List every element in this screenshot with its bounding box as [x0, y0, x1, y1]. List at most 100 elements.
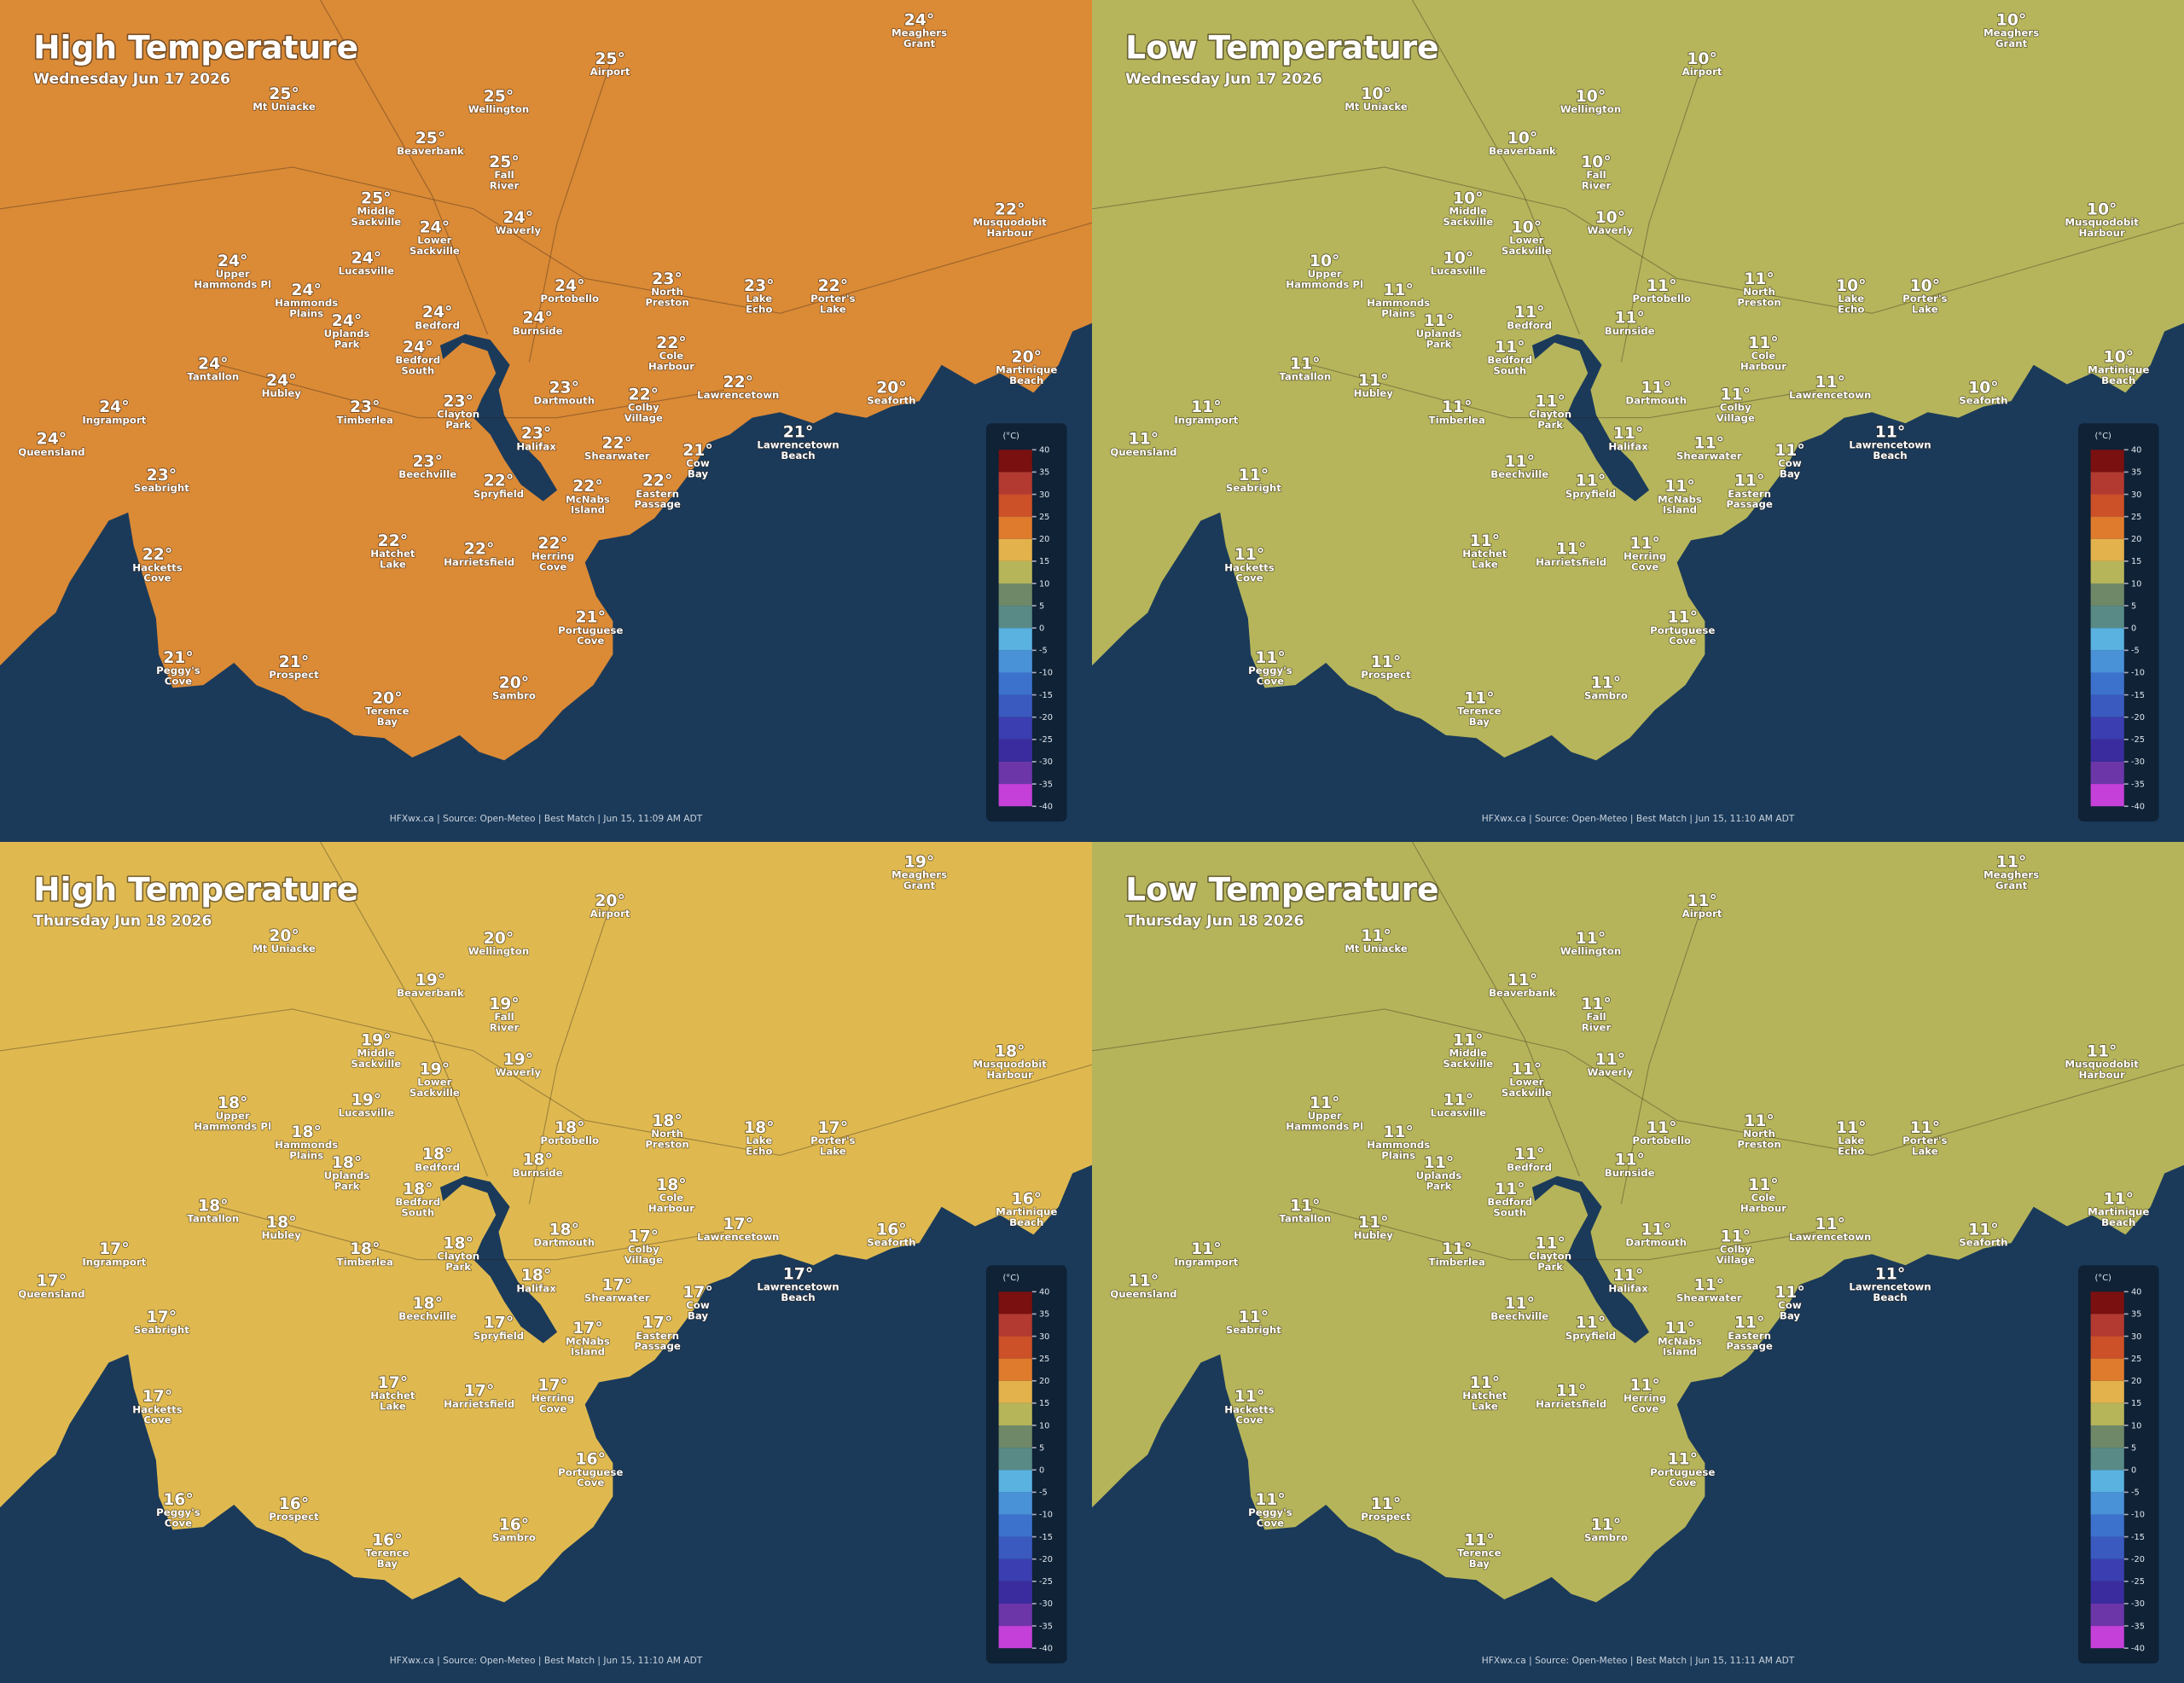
place-name: Peggy's: [1248, 1506, 1292, 1518]
temperature-label: 21°: [163, 649, 194, 667]
temperature-label: 11°: [1694, 1277, 1725, 1295]
legend-tick-label: -10: [2131, 1511, 2145, 1520]
temperature-label: 11°: [1815, 374, 1846, 392]
place-name: Cove: [539, 561, 566, 573]
temperature-label: 11°: [2087, 1042, 2117, 1060]
legend-tick-label: 25: [1039, 1355, 1049, 1364]
temperature-label: 24°: [266, 372, 297, 390]
place-name: Uplands: [324, 328, 370, 340]
road: [1412, 842, 1580, 1177]
temperature-label: 17°: [464, 1383, 495, 1401]
place-name: Hammonds Pl: [1286, 1120, 1363, 1132]
temperature-label: 17°: [99, 1240, 130, 1258]
road: [1300, 1203, 1817, 1261]
temperature-label: 24°: [99, 398, 130, 416]
place-name: Terence: [365, 1547, 410, 1558]
legend-tick-label: -30: [1039, 1599, 1053, 1609]
place-name: Passage: [1726, 498, 1773, 510]
place-name: Prospect: [1361, 1511, 1411, 1523]
legend-swatch: [998, 694, 1032, 717]
road: [1092, 1008, 2184, 1156]
temperature-label: 11°: [1442, 398, 1472, 416]
place-name: Preston: [1737, 1138, 1780, 1150]
temperature-label: 11°: [1424, 1154, 1455, 1172]
temperature-label: 11°: [1744, 270, 1774, 288]
legend-tick-label: 40: [2131, 1288, 2141, 1297]
temperature-label: 11°: [1535, 393, 1565, 411]
harbour: [1531, 1175, 1650, 1343]
temperature-label: 24°: [522, 310, 553, 328]
temperature-label: 25°: [415, 130, 446, 148]
place-name: Colby: [628, 402, 659, 414]
temperature-label: 11°: [1576, 1314, 1606, 1332]
temperature-label: 10°: [1996, 11, 2027, 29]
place-name: South: [401, 1206, 434, 1218]
place-name: Halifax: [516, 1282, 556, 1294]
legend-tick-label: 10: [1039, 579, 1049, 589]
place-name: Harbour: [2079, 227, 2125, 239]
harbour: [439, 334, 558, 502]
place-name: Lake: [1838, 1135, 1864, 1146]
place-name: Bay: [377, 716, 398, 728]
temperature-label: 11°: [1614, 310, 1645, 328]
place-name: Hubley: [262, 1229, 302, 1241]
place-name: Echo: [1838, 304, 1864, 316]
temperature-label: 10°: [1968, 379, 1999, 397]
place-name: Cove: [1235, 1414, 1263, 1426]
place-name: Beach: [781, 450, 815, 461]
legend-swatch: [2090, 516, 2124, 539]
place-name: Dartmouth: [533, 394, 595, 406]
place-name: Ingramport: [82, 1256, 146, 1268]
place-name: Beach: [2101, 374, 2135, 386]
temperature-label: 23°: [350, 398, 380, 416]
place-name: Bedford: [395, 354, 440, 366]
place-name: Seabright: [1226, 482, 1281, 494]
temperature-label: 22°: [484, 473, 514, 490]
place-name: Herring: [531, 1392, 574, 1404]
temperature-label: 23°: [549, 379, 579, 397]
legend-swatch: [998, 1492, 1032, 1515]
place-name: Echo: [746, 1146, 772, 1158]
temperature-label: 11°: [1576, 930, 1606, 948]
temperature-label: 11°: [1748, 1176, 1779, 1194]
road: [1412, 0, 1580, 335]
place-name: North: [651, 286, 683, 298]
temperature-label: 18°: [412, 1295, 443, 1313]
road: [0, 1008, 1092, 1156]
place-name: Sackville: [351, 1058, 401, 1070]
temperature-label: 25°: [484, 88, 514, 106]
temperature-label: 22°: [995, 200, 1025, 218]
place-name: Hacketts: [1224, 1403, 1274, 1415]
legend-swatch: [998, 761, 1032, 785]
temperature-label: 16°: [499, 1516, 530, 1534]
legend-tick-label: -5: [2131, 1489, 2140, 1498]
temperature-label: 20°: [876, 379, 907, 397]
legend-swatch: [2090, 560, 2124, 583]
temperature-label: 22°: [537, 535, 568, 553]
place-name: Park: [1537, 1261, 1564, 1273]
temperature-label: 11°: [1613, 1267, 1644, 1285]
place-name: Sackville: [410, 1087, 460, 1099]
temperature-label: 11°: [1443, 1092, 1474, 1110]
place-name: Island: [1663, 504, 1697, 516]
temperature-label: 22°: [642, 473, 673, 490]
temperature-label: 19°: [361, 1031, 392, 1049]
temperature-label: 17°: [378, 1374, 409, 1392]
place-name: Village: [1716, 412, 1755, 424]
legend-tick-label: -15: [1039, 691, 1053, 700]
legend-tick-label: 25: [1039, 513, 1049, 522]
place-name: Lawrencetown: [757, 439, 839, 451]
place-name: Passage: [634, 1340, 681, 1352]
place-name: Sackville: [351, 216, 401, 228]
place-name: Tantallon: [187, 1213, 239, 1225]
place-name: Timberlea: [1429, 414, 1485, 426]
place-name: Airport: [590, 908, 630, 920]
legend-tick-label: 35: [1039, 468, 1049, 478]
temperature-label: 10°: [2104, 348, 2135, 366]
place-name: Airport: [1682, 908, 1722, 920]
place-name: Lake: [746, 293, 772, 305]
temperature-label: 20°: [499, 674, 530, 692]
place-name: Fall: [1586, 1011, 1606, 1023]
